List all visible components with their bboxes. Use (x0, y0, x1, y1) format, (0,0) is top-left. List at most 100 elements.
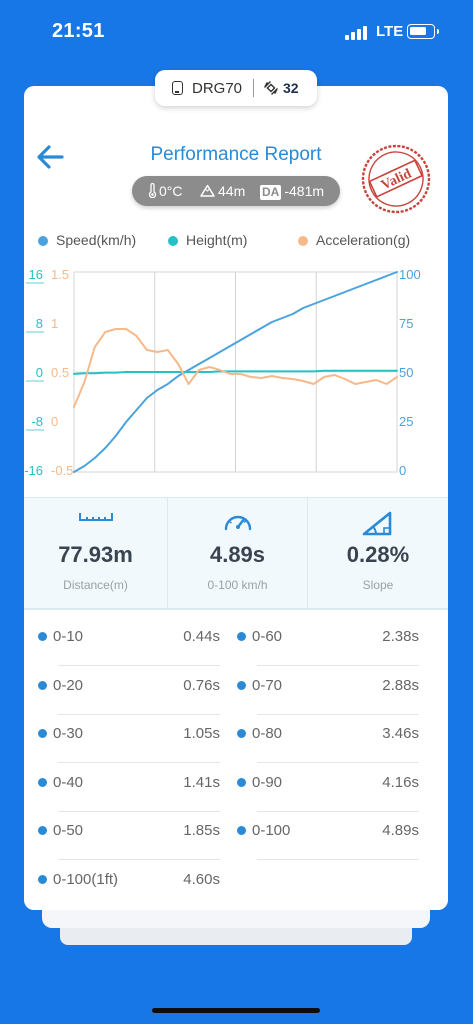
height-axis-tick: -16 (24, 463, 43, 475)
battery-icon (407, 24, 439, 39)
split-divider (58, 810, 220, 812)
device-icon (172, 81, 183, 95)
split-bullet (237, 729, 246, 738)
split-bullet (38, 632, 47, 641)
split-bullet (237, 777, 246, 787)
zero-to-hundred-label: 0-100 km/h (207, 578, 268, 592)
split-item: 0-30 1.05s (38, 719, 220, 763)
split-label: 0-100(1ft) (53, 870, 119, 888)
stat-distance: 77.93m Distance(m) (24, 498, 167, 608)
split-label: 0-10 (53, 628, 84, 645)
distance-label: Distance(m) (63, 578, 128, 592)
split-label: 0-30 (53, 725, 84, 742)
series-line-speed (73, 271, 398, 473)
split-bullet (38, 680, 47, 690)
speed-axis-tick: 50 (399, 365, 413, 380)
split-bullet (237, 826, 246, 835)
altitude: 44m (200, 183, 245, 199)
speed-axis-tick: 75 (399, 316, 413, 331)
page-title: Performance Report (150, 144, 322, 165)
satellite-icon (263, 80, 279, 100)
chart-legend: Speed(km/h) Height(m) Acceleration(g) (24, 232, 448, 252)
split-time: 1.85s (183, 822, 220, 839)
report-card: Performance Report Valid 0°C 44m DA -481m… (24, 86, 448, 910)
split-label: 0-70 (252, 676, 283, 694)
split-divider (58, 713, 220, 715)
split-time: 4.16s (382, 773, 419, 791)
mountain-icon (200, 184, 215, 197)
split-label: 0-60 (252, 628, 283, 645)
legend-height: Height(m) (168, 232, 247, 248)
acceleration-axis-tick: -0.5 (51, 463, 73, 475)
acceleration-axis-tick: 1.5 (51, 267, 69, 282)
split-time: 4.89s (382, 822, 419, 839)
da-badge: DA (260, 185, 282, 200)
slope-icon (362, 511, 392, 536)
status-time: 21:51 (52, 20, 105, 42)
split-label: 0-40 (53, 773, 84, 791)
split-label: 0-20 (53, 676, 84, 694)
performance-chart: 16 8 0 -8 -16 1.5 1 0.5 0 -0.5 100 75 50 25 0 (24, 267, 421, 475)
split-bullet (237, 632, 246, 641)
density-altitude: DA -481m (260, 183, 325, 200)
split-bullet (237, 680, 246, 690)
split-bullet (38, 826, 47, 835)
valid-stamp: Valid (359, 142, 433, 216)
back-button[interactable] (34, 142, 66, 172)
split-time: 1.41s (183, 773, 220, 791)
split-divider (257, 713, 419, 715)
split-bullet (38, 729, 47, 738)
acceleration-axis-tick: 0 (51, 414, 58, 429)
stat-acceleration-time: 4.89s 0-100 km/h (168, 498, 307, 608)
series-line-acceleration (73, 328, 398, 408)
split-item: 0-10 0.44s (38, 622, 220, 666)
split-bullet (38, 874, 47, 884)
distance-value: 77.93m (58, 542, 133, 567)
split-item: 0-60 2.38s (237, 622, 419, 666)
speed-axis-tick: 25 (399, 414, 413, 429)
split-item: 0-100(1ft) 4.60s (38, 865, 220, 895)
split-time: 0.76s (183, 676, 220, 694)
slope-value: 0.28% (346, 542, 410, 567)
split-time: 4.60s (183, 870, 220, 888)
thermometer-icon (148, 182, 157, 199)
height-axis-tick: -8 (31, 414, 43, 429)
split-label: 0-100 (252, 822, 291, 839)
temperature: 0°C (148, 182, 183, 199)
signal-icon (345, 26, 369, 40)
split-item: 0-80 3.46s (237, 719, 419, 763)
split-item: 0-40 1.41s (38, 768, 220, 812)
legend-acceleration: Acceleration(g) (298, 232, 410, 248)
split-divider (257, 665, 419, 666)
split-label: 0-80 (252, 725, 283, 742)
split-item: 0-100 4.89s (237, 816, 419, 860)
slope-label: Slope (362, 578, 394, 592)
split-time: 2.88s (382, 676, 419, 694)
split-label: 0-50 (53, 822, 84, 839)
split-bullet (38, 777, 47, 787)
ruler-icon (78, 513, 113, 521)
satellite-count: 32 (283, 80, 299, 96)
pill-divider (253, 79, 254, 97)
split-item: 0-20 0.76s (38, 671, 220, 715)
speed-axis-tick: 100 (399, 267, 421, 282)
split-time: 1.05s (183, 725, 220, 742)
legend-speed: Speed(km/h) (38, 232, 136, 248)
back-arrow-icon (37, 145, 64, 169)
device-name: DRG70 (192, 80, 243, 97)
split-time: 3.46s (382, 725, 419, 742)
conditions-pill: 0°C 44m DA -481m (132, 176, 340, 206)
split-divider (58, 762, 220, 763)
home-indicator[interactable] (152, 1008, 320, 1013)
series-line-height (73, 369, 398, 375)
split-time: 0.44s (183, 628, 220, 645)
split-divider (257, 810, 419, 812)
stats-panel: 77.93m Distance(m) 4.89s 0-100 km/h 0.28… (24, 497, 448, 610)
split-item: 0-50 1.85s (38, 816, 220, 860)
split-item: 0-90 4.16s (237, 768, 419, 812)
speed-axis-tick: 0 (399, 463, 406, 475)
speedometer-icon (224, 515, 251, 531)
device-pill[interactable]: DRG70 32 (155, 70, 317, 106)
acceleration-axis-tick: 0.5 (51, 365, 69, 380)
height-axis-tick: 16 (29, 267, 43, 282)
